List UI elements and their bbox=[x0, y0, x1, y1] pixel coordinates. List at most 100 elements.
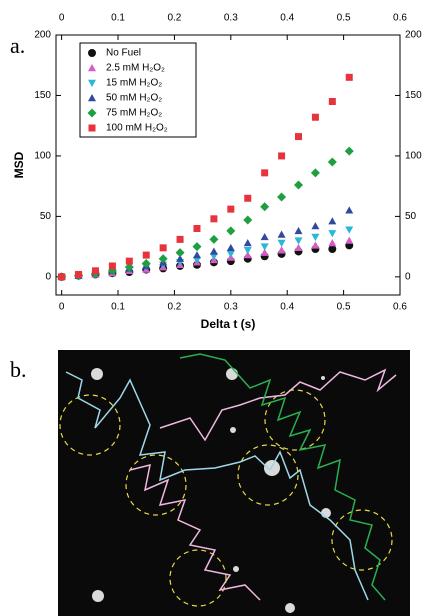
x-tick-label-top: 0.1 bbox=[111, 13, 125, 24]
x-tick-label: 0.4 bbox=[280, 302, 294, 313]
x-tick-label-top: 0.3 bbox=[224, 13, 238, 24]
legend-marker bbox=[88, 94, 96, 102]
point bbox=[141, 259, 151, 269]
x-tick-label-top: 0 bbox=[59, 13, 65, 24]
y-axis-label: MSD bbox=[12, 151, 26, 178]
y-tick-label-right: 0 bbox=[405, 272, 411, 283]
y-tick-label: 0 bbox=[45, 272, 51, 283]
point bbox=[192, 242, 202, 252]
legend-marker bbox=[88, 124, 96, 132]
point bbox=[159, 244, 167, 252]
point bbox=[328, 230, 337, 238]
panel-label: b. bbox=[10, 357, 27, 382]
point bbox=[277, 230, 286, 238]
x-tick-label: 0.6 bbox=[393, 302, 407, 313]
y-tick-label-right: 50 bbox=[405, 211, 417, 222]
point bbox=[345, 73, 353, 81]
x-tick-label: 0.3 bbox=[224, 302, 238, 313]
point bbox=[243, 251, 252, 259]
point bbox=[209, 253, 218, 261]
point bbox=[328, 217, 337, 225]
point bbox=[226, 226, 236, 236]
legend-marker bbox=[87, 108, 97, 118]
point bbox=[311, 222, 320, 230]
point bbox=[294, 237, 303, 245]
point bbox=[294, 133, 302, 141]
point bbox=[311, 233, 320, 241]
x-tick-label-top: 0.5 bbox=[337, 13, 351, 24]
point bbox=[261, 169, 269, 177]
point bbox=[226, 243, 235, 252]
legend-label: 15 mM H₂O₂ bbox=[106, 78, 162, 89]
point bbox=[294, 243, 303, 252]
legend-label: 75 mM H₂O₂ bbox=[106, 108, 162, 119]
legend-label: No Fuel bbox=[106, 48, 141, 59]
point bbox=[243, 247, 252, 255]
point bbox=[108, 262, 116, 270]
point bbox=[277, 239, 286, 247]
point bbox=[142, 251, 150, 259]
x-axis-label: Delta t (s) bbox=[201, 317, 256, 331]
point bbox=[328, 239, 337, 247]
point bbox=[311, 113, 319, 121]
point bbox=[91, 267, 99, 275]
y-tick-label: 100 bbox=[34, 151, 51, 162]
point bbox=[260, 232, 269, 241]
point bbox=[176, 254, 185, 262]
point bbox=[328, 245, 337, 254]
point bbox=[328, 98, 336, 106]
point bbox=[260, 202, 270, 212]
y-tick-label-right: 100 bbox=[405, 151, 422, 162]
point bbox=[294, 226, 303, 235]
y-tick-label: 150 bbox=[34, 90, 51, 101]
point bbox=[311, 241, 320, 249]
point bbox=[226, 250, 235, 258]
x-tick-label: 0.1 bbox=[111, 302, 125, 313]
y-tick-label-right: 150 bbox=[405, 90, 422, 101]
point bbox=[345, 226, 354, 234]
point bbox=[243, 215, 253, 225]
point bbox=[243, 239, 252, 247]
point bbox=[192, 256, 201, 264]
point bbox=[58, 273, 66, 281]
point bbox=[193, 224, 201, 232]
point bbox=[209, 234, 219, 244]
y-tick-label: 50 bbox=[40, 211, 52, 222]
legend-label: 50 mM H₂O₂ bbox=[106, 93, 162, 104]
panel-label: a. bbox=[10, 33, 25, 58]
point bbox=[277, 192, 287, 202]
point bbox=[125, 257, 133, 265]
point bbox=[260, 248, 269, 256]
point bbox=[277, 246, 286, 254]
legend-label: 100 mM H₂O₂ bbox=[106, 123, 168, 134]
point bbox=[327, 157, 337, 167]
legend-marker bbox=[88, 49, 96, 57]
y-tick-label: 200 bbox=[34, 30, 51, 41]
plot-frame bbox=[55, 34, 401, 296]
micrograph bbox=[58, 350, 410, 616]
point bbox=[244, 194, 252, 202]
x-tick-label: 0 bbox=[59, 302, 65, 313]
point bbox=[227, 205, 235, 213]
point bbox=[345, 206, 354, 214]
point bbox=[210, 215, 218, 223]
point bbox=[344, 146, 354, 156]
point bbox=[260, 243, 269, 251]
point bbox=[175, 248, 185, 258]
point bbox=[158, 254, 168, 264]
legend-marker bbox=[88, 64, 96, 72]
point bbox=[176, 235, 184, 243]
x-tick-label-top: 0.2 bbox=[167, 13, 181, 24]
x-tick-label-top: 0.6 bbox=[393, 13, 407, 24]
point bbox=[209, 247, 218, 255]
point bbox=[345, 236, 354, 244]
legend-marker bbox=[88, 79, 96, 87]
legend-box bbox=[79, 42, 197, 138]
point bbox=[124, 262, 134, 272]
point bbox=[75, 270, 83, 278]
point bbox=[293, 180, 303, 190]
point bbox=[192, 251, 201, 259]
x-tick-label: 0.5 bbox=[337, 302, 351, 313]
point bbox=[278, 152, 286, 160]
